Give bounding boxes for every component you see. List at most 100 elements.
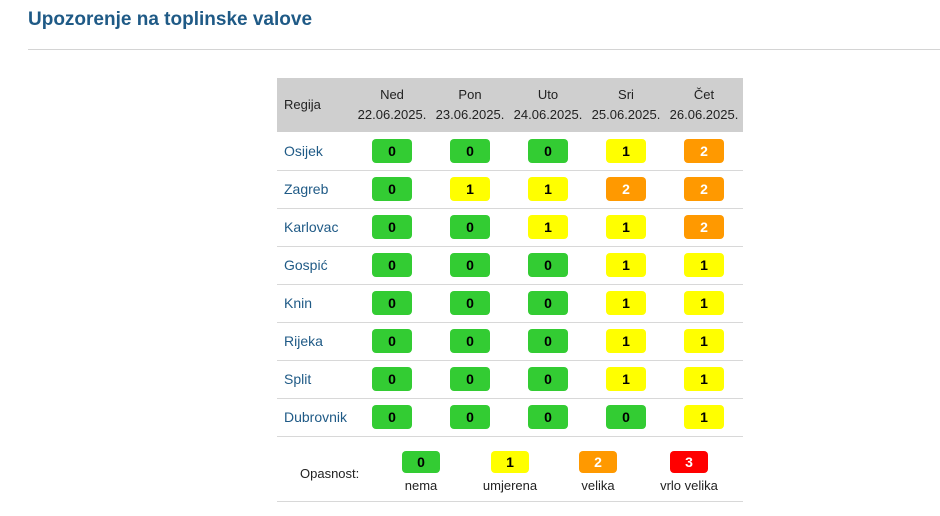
warning-cell: 1 [509,208,587,246]
day-column-header: Sri 25.06.2025. [587,78,665,132]
warning-level-badge: 0 [372,367,412,391]
warning-level-badge: 0 [450,405,490,429]
day-name: Sri [618,87,634,102]
day-name: Čet [693,87,715,102]
region-link[interactable]: Dubrovnik [284,409,348,425]
warning-level-badge: 1 [684,329,724,353]
region-link[interactable]: Karlovac [284,219,339,235]
warning-cell: 0 [431,398,509,436]
warning-level-badge: 1 [606,367,646,391]
warning-level-badge: 2 [684,138,724,163]
warning-level-badge: 0 [450,253,490,277]
day-date: 26.06.2025. [669,107,739,122]
day-date: 23.06.2025. [435,107,505,122]
legend-item-moderate: 1 umjerena [460,451,560,493]
warning-cell: 0 [353,322,431,360]
warning-cell: 0 [431,360,509,398]
warning-level-badge: 1 [684,291,724,315]
warning-level-badge: 0 [528,138,568,163]
region-link[interactable]: Split [284,371,312,387]
day-date: 25.06.2025. [591,107,661,122]
warning-cell: 0 [431,246,509,284]
legend-level-badge: 2 [579,451,617,473]
table-row: Split 0 0 0 1 1 [277,360,743,398]
warning-cell: 2 [665,208,743,246]
warning-cell: 0 [509,132,587,170]
warning-cell: 0 [431,132,509,170]
warning-level-badge: 1 [450,177,490,201]
day-column-header: Ned 22.06.2025. [353,78,431,132]
table-row: Dubrovnik 0 0 0 0 1 [277,398,743,436]
danger-legend: Opasnost: 0 nema 1 umjerena 2 velika 3 v… [277,441,743,502]
warning-cell: 1 [509,170,587,208]
table-row: Osijek 0 0 0 1 2 [277,132,743,170]
warning-level-badge: 0 [450,138,490,163]
warning-level-badge: 0 [528,253,568,277]
warning-level-badge: 1 [606,215,646,239]
warning-level-badge: 1 [528,177,568,201]
region-column-header: Regija [284,97,321,112]
warning-cell: 0 [431,284,509,322]
warning-cell: 0 [353,360,431,398]
warning-cell: 0 [431,208,509,246]
warning-level-badge: 2 [684,215,724,239]
legend-level-text: velika [581,478,615,493]
warning-level-badge: 1 [684,253,724,277]
warning-cell: 0 [509,398,587,436]
warning-cell: 0 [587,398,665,436]
warning-cell: 0 [353,208,431,246]
day-date: 22.06.2025. [357,107,427,122]
warning-cell: 1 [587,246,665,284]
warning-cell: 0 [509,322,587,360]
region-link[interactable]: Rijeka [284,333,323,349]
warning-level-badge: 0 [450,367,490,391]
day-date: 24.06.2025. [513,107,583,122]
warning-level-badge: 0 [528,291,568,315]
warning-level-badge: 1 [606,138,646,163]
warning-level-badge: 0 [450,329,490,353]
table-row: Rijeka 0 0 0 1 1 [277,322,743,360]
warning-cell: 1 [587,284,665,322]
warning-level-badge: 0 [372,215,412,239]
warning-level-badge: 0 [372,291,412,315]
day-column-header: Čet 26.06.2025. [665,78,743,132]
region-link[interactable]: Zagreb [284,181,329,197]
warning-cell: 1 [665,398,743,436]
warning-cell: 0 [509,284,587,322]
legend-item-very-high: 3 vrlo velika [639,451,739,493]
table-row: Knin 0 0 0 1 1 [277,284,743,322]
table-header-row: Regija Ned 22.06.2025. Pon 23.06.2025. U… [277,78,743,132]
warning-cell: 1 [587,322,665,360]
warning-level-badge: 1 [606,253,646,277]
warning-level-badge: 0 [528,367,568,391]
region-link[interactable]: Knin [284,295,313,311]
warning-level-badge: 0 [528,405,568,429]
warning-level-badge: 0 [372,329,412,353]
warning-level-badge: 0 [372,253,412,277]
warning-level-badge: 0 [450,215,490,239]
legend-level-text: vrlo velika [660,478,718,493]
day-column-header: Pon 23.06.2025. [431,78,509,132]
day-column-header: Uto 24.06.2025. [509,78,587,132]
day-name: Pon [458,87,482,102]
warning-cell: 0 [431,322,509,360]
title-divider [28,49,940,50]
warning-cell: 2 [587,170,665,208]
warning-cell: 2 [665,132,743,170]
warning-cell: 0 [353,246,431,284]
warning-level-badge: 0 [372,138,412,163]
warning-cell: 0 [509,246,587,284]
warning-level-badge: 1 [606,291,646,315]
warning-cell: 1 [665,360,743,398]
warning-cell: 1 [587,132,665,170]
region-link[interactable]: Osijek [284,142,323,159]
warning-level-badge: 0 [528,329,568,353]
legend-label: Opasnost: [300,466,360,481]
warning-level-badge: 1 [684,405,724,429]
warning-cell: 1 [431,170,509,208]
legend-level-badge: 1 [491,451,529,473]
region-link[interactable]: Gospić [284,257,328,273]
legend-item-high: 2 velika [548,451,648,493]
day-name: Ned [380,87,404,102]
table-row: Gospić 0 0 0 1 1 [277,246,743,284]
